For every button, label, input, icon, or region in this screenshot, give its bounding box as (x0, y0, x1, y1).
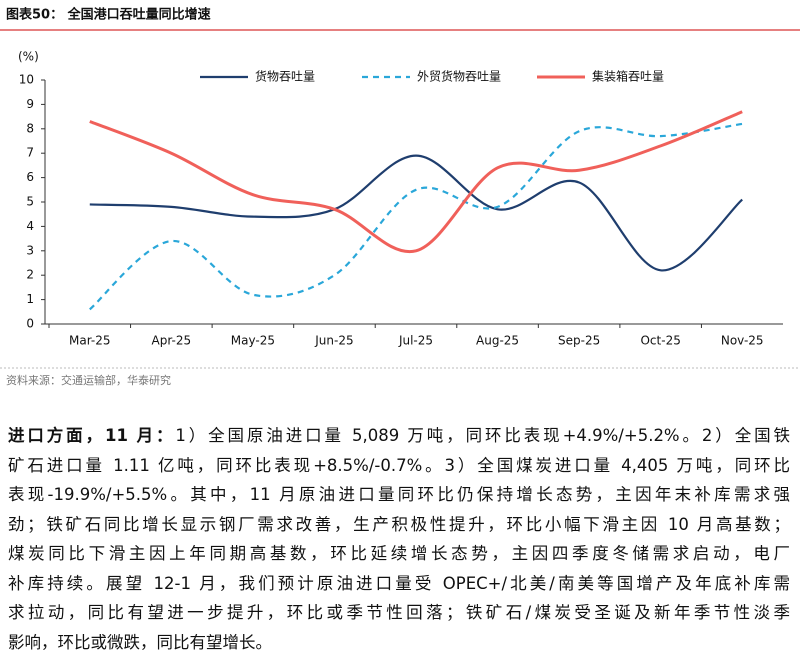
x-tick-label: Jun-25 (314, 334, 353, 348)
source: 资料来源：交通运输部，华泰研究 (6, 373, 171, 387)
x-tick-label: Aug-25 (476, 334, 519, 348)
series-line (90, 156, 742, 271)
chart-title: 图表50： 全国港口吞吐量同比增速 (6, 7, 211, 23)
paragraph-line: 补库持续。展望 12-1 月，我们预计原油进口量受 OPEC+/北美/南美等国增… (8, 569, 790, 599)
x-tick-label: Jul-25 (398, 334, 433, 348)
y-axis-unit: (%) (18, 50, 39, 64)
y-tick-label: 8 (26, 121, 34, 135)
legend-label: 货物吞吐量 (255, 69, 315, 84)
paragraph-line: 表现-19.9%/+5.5%。其中，11 月原油进口量同环比仍保持增长态势，主因… (8, 480, 790, 510)
y-tick-label: 9 (26, 97, 34, 111)
x-tick-label: Oct-25 (640, 334, 680, 348)
y-tick-label: 1 (26, 292, 34, 306)
y-tick-label: 7 (26, 146, 34, 160)
x-tick-label: Mar-25 (69, 334, 110, 348)
paragraph-line: 矿石进口量 1.11 亿吨，同环比表现+8.5%/-0.7%。3）全国煤炭进口量… (8, 451, 790, 481)
y-tick-label: 6 (26, 170, 34, 184)
chart: 图表50： 全国港口吞吐量同比增速 (%) 资料来源：交通运输部，华泰研究 0 1… (0, 0, 800, 410)
paragraph-line: 进口方面，11 月：1）全国原油进口量 5,089 万吨，同环比表现+4.9%/… (8, 421, 790, 451)
y-tick-label: 5 (26, 195, 34, 209)
paragraph: 进口方面，11 月：1）全国原油进口量 5,089 万吨，同环比表现+4.9%/… (8, 421, 790, 657)
y-tick-label: 10 (19, 73, 34, 87)
y-tick-label: 0 (26, 317, 34, 331)
legend-label: 外贸货物吞吐量 (417, 69, 501, 84)
paragraph-line: 劲；铁矿石同比增长显示钢厂需求改善，生产积极性提升，环比小幅下滑主因 10 月高… (8, 510, 790, 540)
paragraph-text: 1）全国原油进口量 5,089 万吨，同环比表现+4.9%/+5.2%。2）全国… (175, 426, 790, 445)
x-tick-label: Apr-25 (152, 334, 192, 348)
y-tick-label: 3 (26, 243, 34, 257)
series-line (90, 112, 742, 252)
y-tick-label: 4 (26, 219, 34, 233)
paragraph-line: 影响，环比或微跌，同比有望增长。 (8, 628, 790, 657)
y-tick-label: 2 (26, 268, 34, 282)
x-tick-label: Sep-25 (558, 334, 600, 348)
paragraph-lead: 进口方面，11 月： (8, 426, 175, 445)
x-tick-label: Nov-25 (721, 334, 764, 348)
paragraph-line: 求拉动，同比有望进一步提升，环比或季节性回落；铁矿石/煤炭受圣诞及新年季节性淡季 (8, 598, 790, 628)
paragraph-line: 煤炭同比下滑主因上年同期高基数，环比延续增长态势，主因四季度冬储需求启动，电厂 (8, 539, 790, 569)
legend-label: 集装箱吞吐量 (592, 69, 664, 84)
x-tick-label: May-25 (231, 334, 275, 348)
